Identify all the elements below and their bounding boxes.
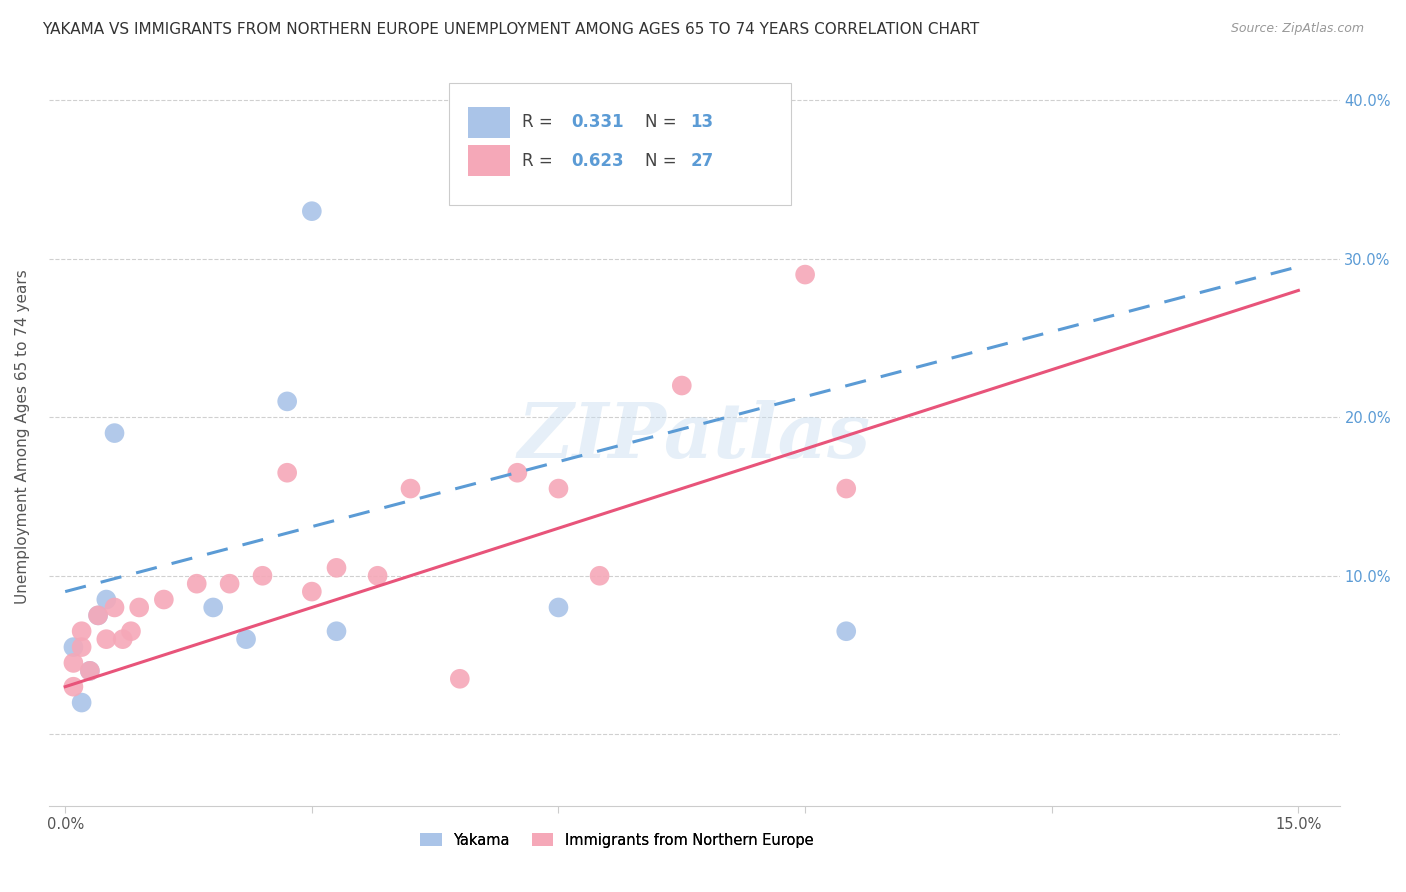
Point [128,600,150,615]
Text: 13: 13 [690,113,713,131]
Point [103,426,125,441]
Point [218,576,240,591]
Point [111,632,134,647]
Y-axis label: Unemployment Among Ages 65 to 74 years: Unemployment Among Ages 65 to 74 years [15,269,30,605]
Point [70,640,93,654]
Point [79,664,101,678]
Point [235,632,257,647]
Point [70,696,93,710]
Point [301,584,323,599]
Point [103,600,125,615]
Point [506,466,529,480]
Point [87,608,110,623]
Point [62,680,84,694]
Point [835,482,858,496]
Text: ZIPatlas: ZIPatlas [517,400,870,474]
Point [276,394,298,409]
Point [276,466,298,480]
Point [96,592,118,607]
Text: YAKAMA VS IMMIGRANTS FROM NORTHERN EUROPE UNEMPLOYMENT AMONG AGES 65 TO 74 YEARS: YAKAMA VS IMMIGRANTS FROM NORTHERN EUROP… [42,22,980,37]
Text: 0.623: 0.623 [571,152,624,169]
Text: 27: 27 [690,152,713,169]
Point [202,600,225,615]
Legend: Yakama, Immigrants from Northern Europe: Yakama, Immigrants from Northern Europe [413,827,820,854]
Text: N =: N = [645,152,682,169]
Text: R =: R = [523,152,558,169]
Point [671,378,693,392]
Point [96,632,118,647]
Text: 0.331: 0.331 [571,113,624,131]
Point [449,672,471,686]
Text: N =: N = [645,113,682,131]
Point [325,624,347,639]
Text: R =: R = [523,113,558,131]
Point [399,482,422,496]
Text: Source: ZipAtlas.com: Source: ZipAtlas.com [1230,22,1364,36]
Bar [468,145,509,176]
FancyBboxPatch shape [449,83,792,205]
Bar [468,107,509,137]
Point [70,624,93,639]
Point [367,568,389,582]
Point [835,624,858,639]
Point [794,268,817,282]
Point [252,568,274,582]
Point [547,600,569,615]
Point [153,592,176,607]
Point [301,204,323,219]
Point [186,576,208,591]
Point [588,568,610,582]
Point [547,482,569,496]
Point [325,561,347,575]
Point [62,656,84,670]
Point [120,624,142,639]
Point [87,608,110,623]
Point [79,664,101,678]
Point [62,640,84,654]
